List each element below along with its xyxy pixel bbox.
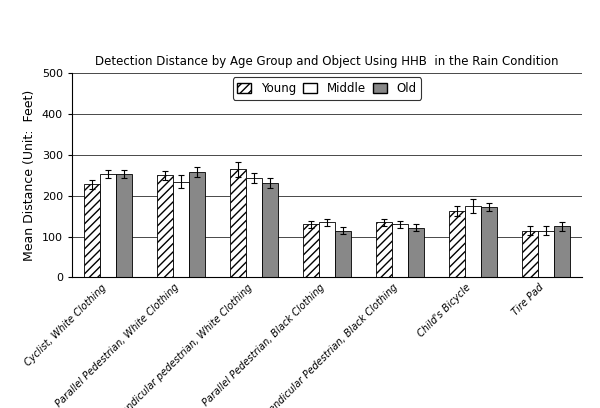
Bar: [303, 224, 319, 277]
Bar: [538, 231, 554, 277]
Bar: [230, 169, 246, 277]
Bar: [392, 224, 408, 277]
Y-axis label: Mean Distance (Unit:  Feet): Mean Distance (Unit: Feet): [23, 90, 36, 261]
Bar: [376, 222, 392, 277]
Bar: [319, 222, 335, 277]
Bar: [100, 174, 116, 277]
Bar: [521, 231, 538, 277]
Title: Detection Distance by Age Group and Object Using HHB  in the Rain Condition: Detection Distance by Age Group and Obje…: [95, 55, 559, 68]
Bar: [246, 178, 262, 277]
Legend: Young, Middle, Old: Young, Middle, Old: [233, 77, 421, 100]
Bar: [554, 226, 569, 277]
Bar: [189, 172, 205, 277]
Bar: [408, 228, 424, 277]
Bar: [157, 175, 173, 277]
Bar: [85, 184, 100, 277]
Bar: [335, 231, 351, 277]
Bar: [449, 211, 464, 277]
Bar: [262, 183, 278, 277]
Bar: [173, 182, 190, 277]
Bar: [116, 174, 133, 277]
Bar: [481, 207, 497, 277]
Bar: [464, 206, 481, 277]
